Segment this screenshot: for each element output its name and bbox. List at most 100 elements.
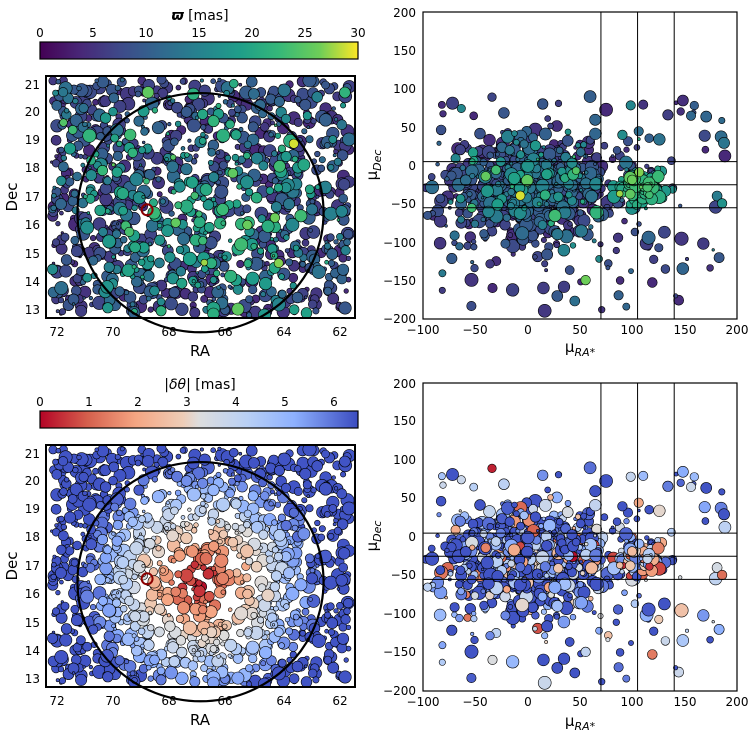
star-point [248,457,260,469]
star-point [191,279,196,284]
star-point [306,572,318,585]
star-point [231,153,240,162]
colorbar-offset-ticks: 0 1 2 3 4 5 6 [36,395,338,409]
sky-parallax-ytick: 14 [25,275,40,289]
star-point [71,671,76,675]
star-point [211,665,217,671]
pm-point [474,499,486,511]
star-point [165,500,170,505]
star-point [340,245,351,256]
star-point [216,285,221,290]
star-point [83,194,88,199]
pm-point [575,147,586,157]
star-point [248,88,260,100]
colorbar-offset-tick: 2 [134,395,142,409]
sky-offset-ytick: 18 [25,530,40,544]
highlight-star [140,203,154,217]
pm-point [628,640,634,646]
star-point [207,115,220,128]
star-point [47,263,59,275]
star-point [270,489,275,495]
star-point [67,494,78,504]
star-point [208,171,220,183]
sky-offset-xtick: 64 [276,694,291,708]
star-point [96,132,105,141]
star-point [78,471,89,482]
pm-point [660,636,671,646]
pm-point [500,610,511,621]
pm-point [610,525,615,530]
star-point [166,160,179,173]
pm-point [555,146,564,155]
star-point [96,445,109,458]
star-point [236,552,243,559]
star-point [289,673,300,684]
star-point [114,85,121,92]
pm-point [463,241,472,250]
star-point [175,453,182,460]
star-point [70,235,80,245]
star-point [108,476,118,486]
sky-offset-ytick: 21 [25,447,40,461]
star-point [142,639,155,651]
star-point [243,628,253,637]
star-point [60,254,73,266]
pm-point [439,110,447,118]
pm-point [464,272,479,287]
pm-point [662,109,674,121]
colorbar-offset-tick: 1 [85,395,93,409]
pm-point [667,156,676,165]
star-point [106,143,111,148]
pm-point [553,242,560,249]
star-point [60,523,67,531]
star-point [51,561,57,568]
star-point [260,122,270,132]
star-point [134,90,142,98]
sky-parallax-xtick: 64 [276,325,291,339]
star-point [246,312,252,318]
star-point [301,497,308,504]
star-point [78,522,84,528]
star-point [55,678,60,683]
star-point [304,184,315,195]
star-point [333,608,339,614]
pm-point [662,480,674,492]
sky-parallax-ytick: 21 [25,78,40,92]
pm-parallax-ytick: 100 [393,82,416,96]
pm-point [617,129,628,140]
star-point [323,142,331,149]
star-point [283,234,290,241]
star-point [149,285,160,296]
star-point [195,640,199,644]
pm-point [551,600,564,612]
star-point [245,271,260,286]
pm-point [561,506,574,519]
star-point [277,289,287,299]
star-point [270,570,282,582]
pm-point [495,181,502,188]
star-point [336,518,349,530]
star-point [260,660,267,667]
star-point [173,549,186,562]
pm-point [541,620,553,633]
pm-point [480,588,486,594]
star-point [165,131,170,136]
star-point [75,304,88,317]
pm-offset-panel: −100 −50 0 50 100 150 200 −200 −150 −100… [363,377,748,733]
star-point [127,516,138,527]
star-point [89,235,97,242]
pm-point [532,626,538,632]
star-point [342,132,355,147]
colorbar-parallax-tick: 15 [191,26,206,40]
star-point [124,290,130,296]
star-point [270,120,275,126]
sky-parallax-xtick: 62 [332,325,347,339]
pm-point [435,533,440,538]
star-point [271,150,278,157]
star-point [345,624,352,631]
pm-point [502,585,511,594]
star-point [289,650,297,659]
pm-point [480,216,486,223]
star-point [214,553,229,568]
star-point [67,195,79,207]
